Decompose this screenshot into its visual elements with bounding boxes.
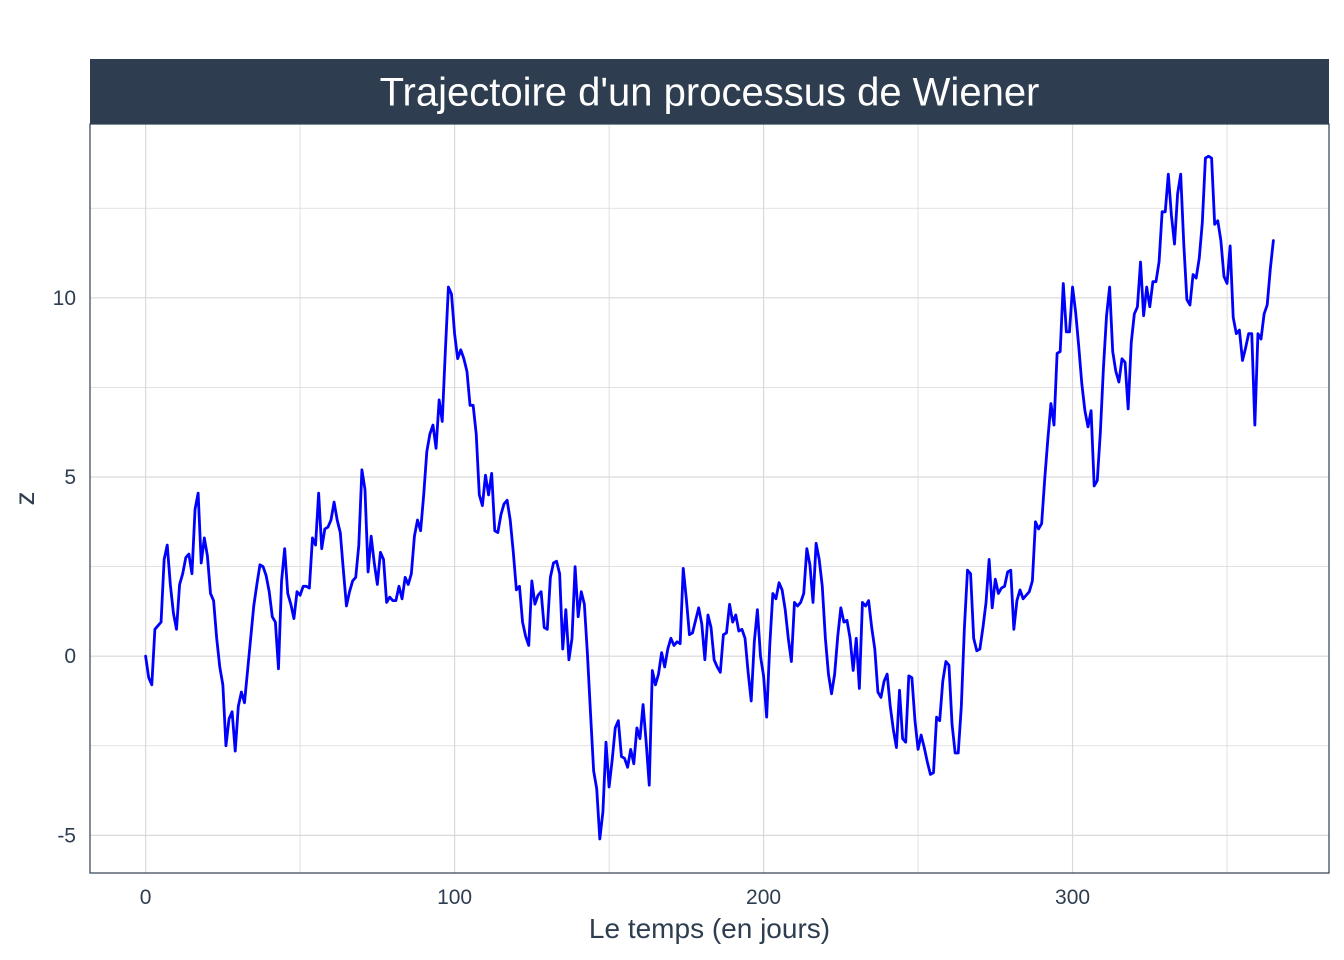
x-tick-labels: 0 100 200 300 [140,886,1090,909]
y-tick-label: -5 [57,824,76,847]
x-axis-title: Le temps (en jours) [589,913,830,944]
x-tick-label: 0 [140,886,152,909]
y-tick-labels: -5 0 5 10 [53,287,76,848]
x-tick-label: 200 [746,886,781,909]
series-line [144,154,1275,841]
y-axis-title: z [9,492,40,506]
x-tick-label: 300 [1055,886,1090,909]
x-tick-label: 100 [437,886,472,909]
chart-title: Trajectoire d'un processus de Wiener [380,71,1040,115]
grid-minor [90,124,1329,873]
grid-major [90,124,1329,873]
y-tick-label: 5 [64,466,76,489]
y-tick-label: 10 [53,287,76,310]
series-layer [144,154,1275,841]
title-strip [90,59,1329,124]
y-tick-label: 0 [64,645,76,668]
